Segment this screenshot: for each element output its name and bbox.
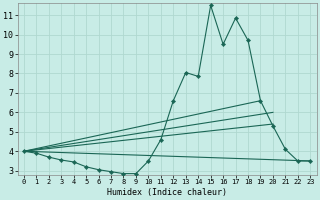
X-axis label: Humidex (Indice chaleur): Humidex (Indice chaleur)	[107, 188, 227, 197]
